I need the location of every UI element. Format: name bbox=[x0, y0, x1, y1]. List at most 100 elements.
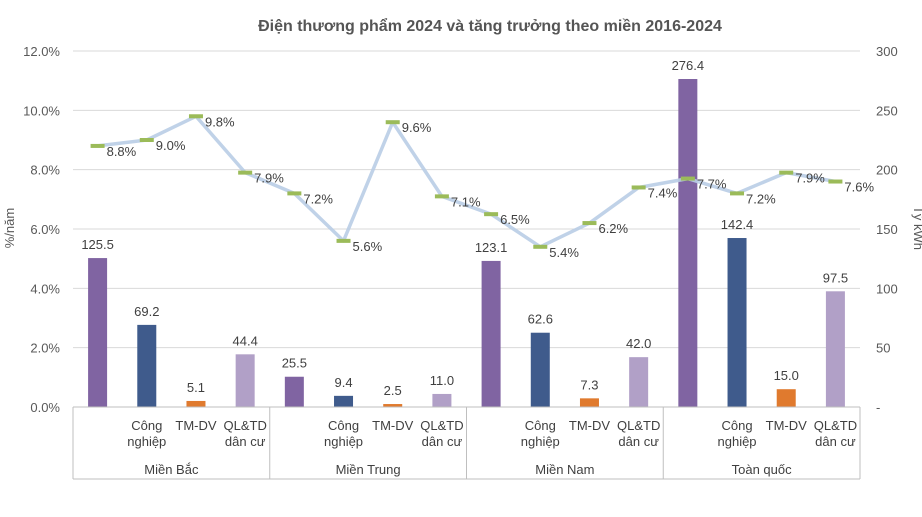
growth-marker bbox=[484, 212, 499, 217]
group-label: Miền Nam bbox=[535, 462, 594, 477]
growth-marker bbox=[779, 170, 794, 175]
bar-value-label: 69.2 bbox=[134, 304, 159, 319]
growth-marker bbox=[188, 114, 203, 119]
y-right-tick-label: 300 bbox=[876, 44, 898, 59]
y-right-tick-label: - bbox=[876, 400, 880, 415]
growth-marker bbox=[287, 191, 302, 196]
bar-value-label: 9.4 bbox=[334, 375, 352, 390]
y-right-tick-label: 200 bbox=[876, 163, 898, 178]
y-left-tick-label: 10.0% bbox=[23, 103, 60, 118]
category-label: nghiệp bbox=[521, 434, 560, 449]
bar-ql bbox=[629, 357, 649, 407]
growth-value-label: 7.2% bbox=[303, 191, 333, 206]
bar-value-label: 7.3 bbox=[580, 377, 598, 392]
bar-ql bbox=[432, 393, 452, 407]
category-label: QL&TD bbox=[617, 418, 660, 433]
category-label: Công bbox=[328, 418, 359, 433]
bar-value-label: 25.5 bbox=[282, 356, 307, 371]
growth-value-label: 5.4% bbox=[549, 245, 579, 260]
growth-value-label: 9.0% bbox=[156, 138, 186, 153]
growth-value-label: 7.9% bbox=[254, 171, 284, 186]
bar-ql bbox=[235, 354, 255, 407]
growth-marker bbox=[238, 170, 253, 175]
growth-value-label: 7.6% bbox=[844, 180, 874, 195]
bar-value-label: 142.4 bbox=[721, 217, 754, 232]
bar-value-label: 97.5 bbox=[823, 270, 848, 285]
bar-tm bbox=[776, 389, 796, 407]
growth-value-label: 9.6% bbox=[402, 120, 432, 135]
bar-value-label: 2.5 bbox=[384, 383, 402, 398]
bar-value-label: 5.1 bbox=[187, 380, 205, 395]
y-right-tick-label: 250 bbox=[876, 103, 898, 118]
growth-marker bbox=[90, 143, 105, 148]
y-left-tick-label: 2.0% bbox=[30, 341, 60, 356]
growth-marker bbox=[336, 238, 351, 243]
bar-total bbox=[284, 376, 304, 407]
category-label: nghiệp bbox=[718, 434, 757, 449]
category-label: QL&TD bbox=[223, 418, 266, 433]
growth-value-label: 7.7% bbox=[697, 177, 727, 192]
chart-title: Điện thương phẩm 2024 và tăng trưởng the… bbox=[258, 17, 722, 35]
group-label: Toàn quốc bbox=[732, 462, 792, 477]
bar-value-label: 42.0 bbox=[626, 336, 651, 351]
bar-value-label: 11.0 bbox=[430, 373, 454, 388]
group-label: Miền Bắc bbox=[144, 462, 199, 477]
bar-cn bbox=[334, 395, 354, 407]
y-left-tick-label: 12.0% bbox=[23, 44, 60, 59]
y-left-tick-label: 8.0% bbox=[30, 163, 60, 178]
growth-value-label: 7.1% bbox=[451, 194, 481, 209]
growth-line-path bbox=[97, 114, 836, 249]
bar-tm bbox=[186, 400, 206, 407]
bars bbox=[88, 79, 845, 407]
growth-marker bbox=[533, 244, 548, 249]
bar-tm bbox=[579, 398, 599, 407]
category-label: TM-DV bbox=[766, 418, 807, 433]
category-label: nghiệp bbox=[324, 434, 363, 449]
growth-value-label: 6.5% bbox=[500, 212, 530, 227]
growth-marker bbox=[828, 179, 843, 184]
bar-ql bbox=[825, 291, 845, 407]
bar-total bbox=[88, 258, 108, 407]
growth-value-label: 7.9% bbox=[795, 171, 825, 186]
growth-value-label: 8.8% bbox=[107, 144, 137, 159]
growth-value-label: 6.2% bbox=[598, 221, 628, 236]
bar-tm bbox=[383, 404, 403, 407]
growth-value-label: 9.8% bbox=[205, 114, 235, 129]
category-label: dân cư bbox=[618, 434, 659, 449]
growth-value-label: 5.6% bbox=[353, 239, 383, 254]
category-label: TM-DV bbox=[372, 418, 413, 433]
category-label: dân cư bbox=[422, 434, 463, 449]
category-label: nghiệp bbox=[127, 434, 166, 449]
bar-value-label: 44.4 bbox=[233, 333, 258, 348]
y-right-tick-label: 100 bbox=[876, 281, 898, 296]
growth-line bbox=[90, 114, 843, 249]
bar-value-label: 276.4 bbox=[672, 58, 705, 73]
data-labels: 125.5 69.2 5.1 44.4 25.5 9.4 2.5 11.0 123.1 62.6 7… bbox=[81, 58, 874, 398]
bar-cn bbox=[727, 238, 747, 407]
bar-cn bbox=[530, 332, 550, 407]
bar-total bbox=[678, 79, 698, 407]
category-label: QL&TD bbox=[420, 418, 463, 433]
bar-value-label: 62.6 bbox=[528, 312, 553, 327]
y-left-tick-label: 6.0% bbox=[30, 222, 60, 237]
bar-total bbox=[481, 260, 501, 407]
y-left-tick-label: 0.0% bbox=[30, 400, 60, 415]
bar-value-label: 123.1 bbox=[475, 240, 508, 255]
category-label: Công bbox=[525, 418, 556, 433]
category-label: TM-DV bbox=[569, 418, 610, 433]
growth-value-label: 7.2% bbox=[746, 191, 776, 206]
category-label: Công bbox=[721, 418, 752, 433]
growth-marker bbox=[680, 176, 695, 181]
axes: 12.0%10.0%8.0%6.0%4.0%2.0%0.0%3002502001… bbox=[23, 44, 898, 480]
growth-marker bbox=[139, 138, 154, 142]
category-label: dân cư bbox=[225, 434, 266, 449]
y-left-tick-label: 4.0% bbox=[30, 281, 60, 296]
bar-cn bbox=[137, 324, 157, 407]
growth-value-label: 7.4% bbox=[648, 185, 678, 200]
bar-value-label: 125.5 bbox=[81, 237, 114, 252]
y-right-tick-label: 150 bbox=[876, 222, 898, 237]
growth-marker bbox=[434, 194, 449, 199]
y-right-axis-label: Tỷ kWh bbox=[911, 206, 922, 250]
growth-marker bbox=[385, 120, 400, 125]
